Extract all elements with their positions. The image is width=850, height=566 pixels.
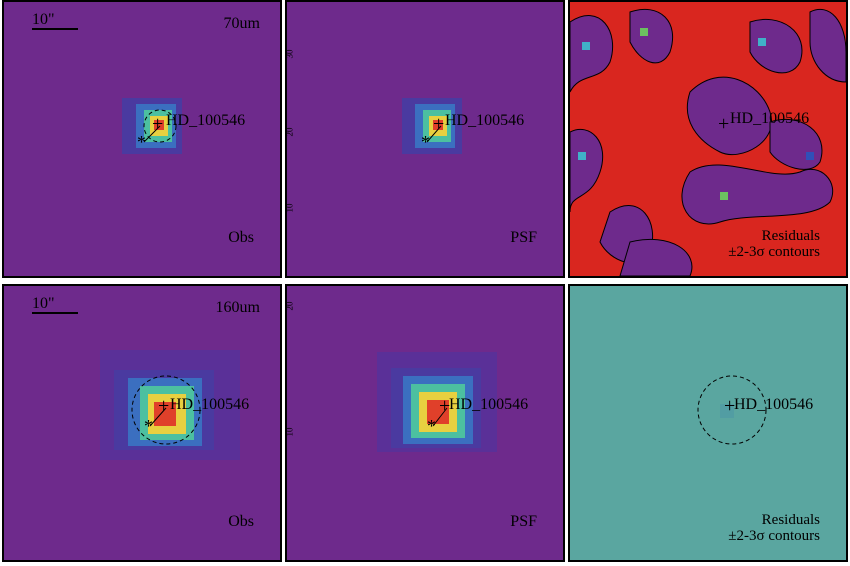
band-label: 70um xyxy=(223,15,260,32)
source-cross-icon: + xyxy=(724,395,736,417)
tick-label: 20 xyxy=(285,301,295,311)
panel-70um-residuals: + HD_100546 Residuals ±2-3σ contours xyxy=(568,0,848,278)
image-70um-psf xyxy=(402,98,462,154)
tick-label: 10 xyxy=(285,427,295,437)
scale-label: 10" xyxy=(32,11,55,28)
panel-70um-psf: 30 20 10 + * HD_100546 PSF xyxy=(285,0,565,278)
scale-bar xyxy=(32,312,78,314)
source-cross-icon: + xyxy=(433,113,445,135)
panel-label: Obs xyxy=(228,229,254,246)
band-label: 160um xyxy=(215,299,260,316)
asterisk-icon: * xyxy=(144,416,153,436)
source-label: HD_100546 xyxy=(449,396,529,413)
scale-label: 10" xyxy=(32,295,55,312)
panel-label: Residuals ±2-3σ contours xyxy=(728,512,820,544)
source-label: HD_100546 xyxy=(734,396,814,413)
contour-note: ±2-3σ contours xyxy=(728,244,820,260)
tick-label: 20 xyxy=(285,127,295,137)
panel-160um-psf: 20 10 + * HD_100546 PSF xyxy=(285,284,565,562)
image-160um-psf xyxy=(377,352,497,452)
tick-label: 30 xyxy=(285,49,295,59)
source-cross-icon: + xyxy=(439,395,451,417)
panel-160um-obs: 10" 160um + * HD_100546 Obs xyxy=(2,284,282,562)
panel-160um-residuals: + HD_100546 Residuals ±2-3σ contours xyxy=(568,284,848,562)
asterisk-icon: * xyxy=(137,132,146,152)
panel-label: PSF xyxy=(510,513,537,530)
panel-label: PSF xyxy=(510,229,537,246)
source-cross-icon: + xyxy=(718,113,730,135)
source-label: HD_100546 xyxy=(730,110,810,127)
image-160um-obs xyxy=(100,350,240,460)
panel-70um-obs: 10" 70um + * HD_100546 Obs xyxy=(2,0,282,278)
source-label: HD_100546 xyxy=(170,396,250,413)
source-label: HD_100546 xyxy=(166,112,246,129)
source-label: HD_100546 xyxy=(445,112,525,129)
residuals-title: Residuals xyxy=(761,228,820,244)
source-cross-icon: + xyxy=(158,395,170,417)
image-70um-residuals xyxy=(570,8,846,276)
panel-label: Obs xyxy=(228,513,254,530)
asterisk-icon: * xyxy=(421,132,430,152)
scale-bar xyxy=(32,28,78,30)
asterisk-icon: * xyxy=(427,416,436,436)
contour-note: ±2-3σ contours xyxy=(728,528,820,544)
panel-label: Residuals ±2-3σ contours xyxy=(728,228,820,260)
image-160um-residuals xyxy=(697,375,767,445)
tick-label: 10 xyxy=(285,203,295,213)
image-70um-obs xyxy=(122,98,182,154)
residuals-title: Residuals xyxy=(761,512,820,528)
source-cross-icon: + xyxy=(152,113,164,135)
